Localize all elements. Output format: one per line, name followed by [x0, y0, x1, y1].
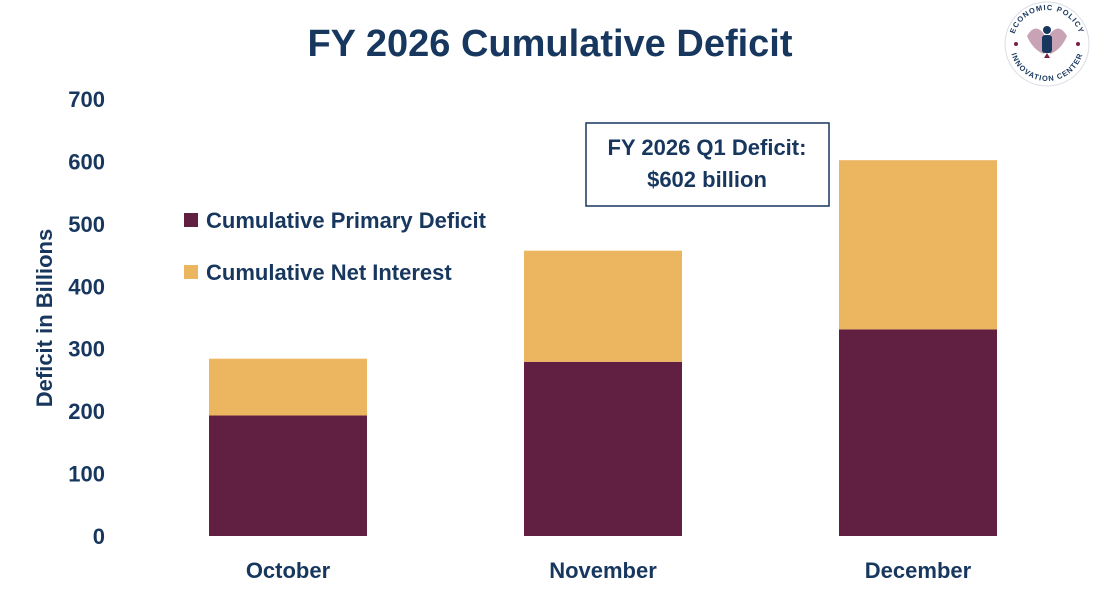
y-axis-ticks: 0 100 200 300 400 500 600 700: [68, 87, 105, 549]
bar-primary-deficit-november: [524, 361, 682, 536]
eagle-icon: [1014, 26, 1080, 58]
callout-box: [585, 122, 830, 207]
bar-net-interest-october: [209, 358, 367, 416]
y-tick-label: 500: [68, 212, 105, 237]
x-category-label: November: [549, 558, 657, 583]
bar-series: [209, 160, 997, 536]
y-tick-label: 200: [68, 399, 105, 424]
legend-swatch-net-interest: [184, 265, 198, 279]
callout-line-2: $602 billion: [647, 167, 767, 192]
bar-primary-deficit-december: [839, 329, 997, 536]
y-axis-label: Deficit in Billions: [32, 229, 57, 407]
q1-deficit-callout: FY 2026 Q1 Deficit: $602 billion: [585, 122, 830, 207]
legend-label-net-interest: Cumulative Net Interest: [206, 260, 452, 285]
y-tick-label: 400: [68, 274, 105, 299]
y-tick-label: 600: [68, 149, 105, 174]
y-tick-label: 0: [93, 524, 105, 549]
x-axis-categories: October November December: [246, 558, 972, 583]
bar-net-interest-december: [839, 160, 997, 330]
chart-title: FY 2026 Cumulative Deficit: [307, 23, 792, 65]
legend-swatch-primary-deficit: [184, 213, 198, 227]
x-category-label: October: [246, 558, 331, 583]
organization-logo: ECONOMIC POLICY INNOVATION CENTER: [1004, 1, 1090, 87]
bar-net-interest-november: [524, 250, 682, 362]
callout-line-1: FY 2026 Q1 Deficit:: [608, 135, 807, 160]
legend: Cumulative Primary Deficit Cumulative Ne…: [184, 208, 487, 285]
bar-primary-deficit-october: [209, 415, 367, 536]
x-category-label: December: [865, 558, 972, 583]
y-tick-label: 700: [68, 87, 105, 112]
y-tick-label: 100: [68, 462, 105, 487]
legend-label-primary-deficit: Cumulative Primary Deficit: [206, 208, 487, 233]
y-tick-label: 300: [68, 337, 105, 362]
